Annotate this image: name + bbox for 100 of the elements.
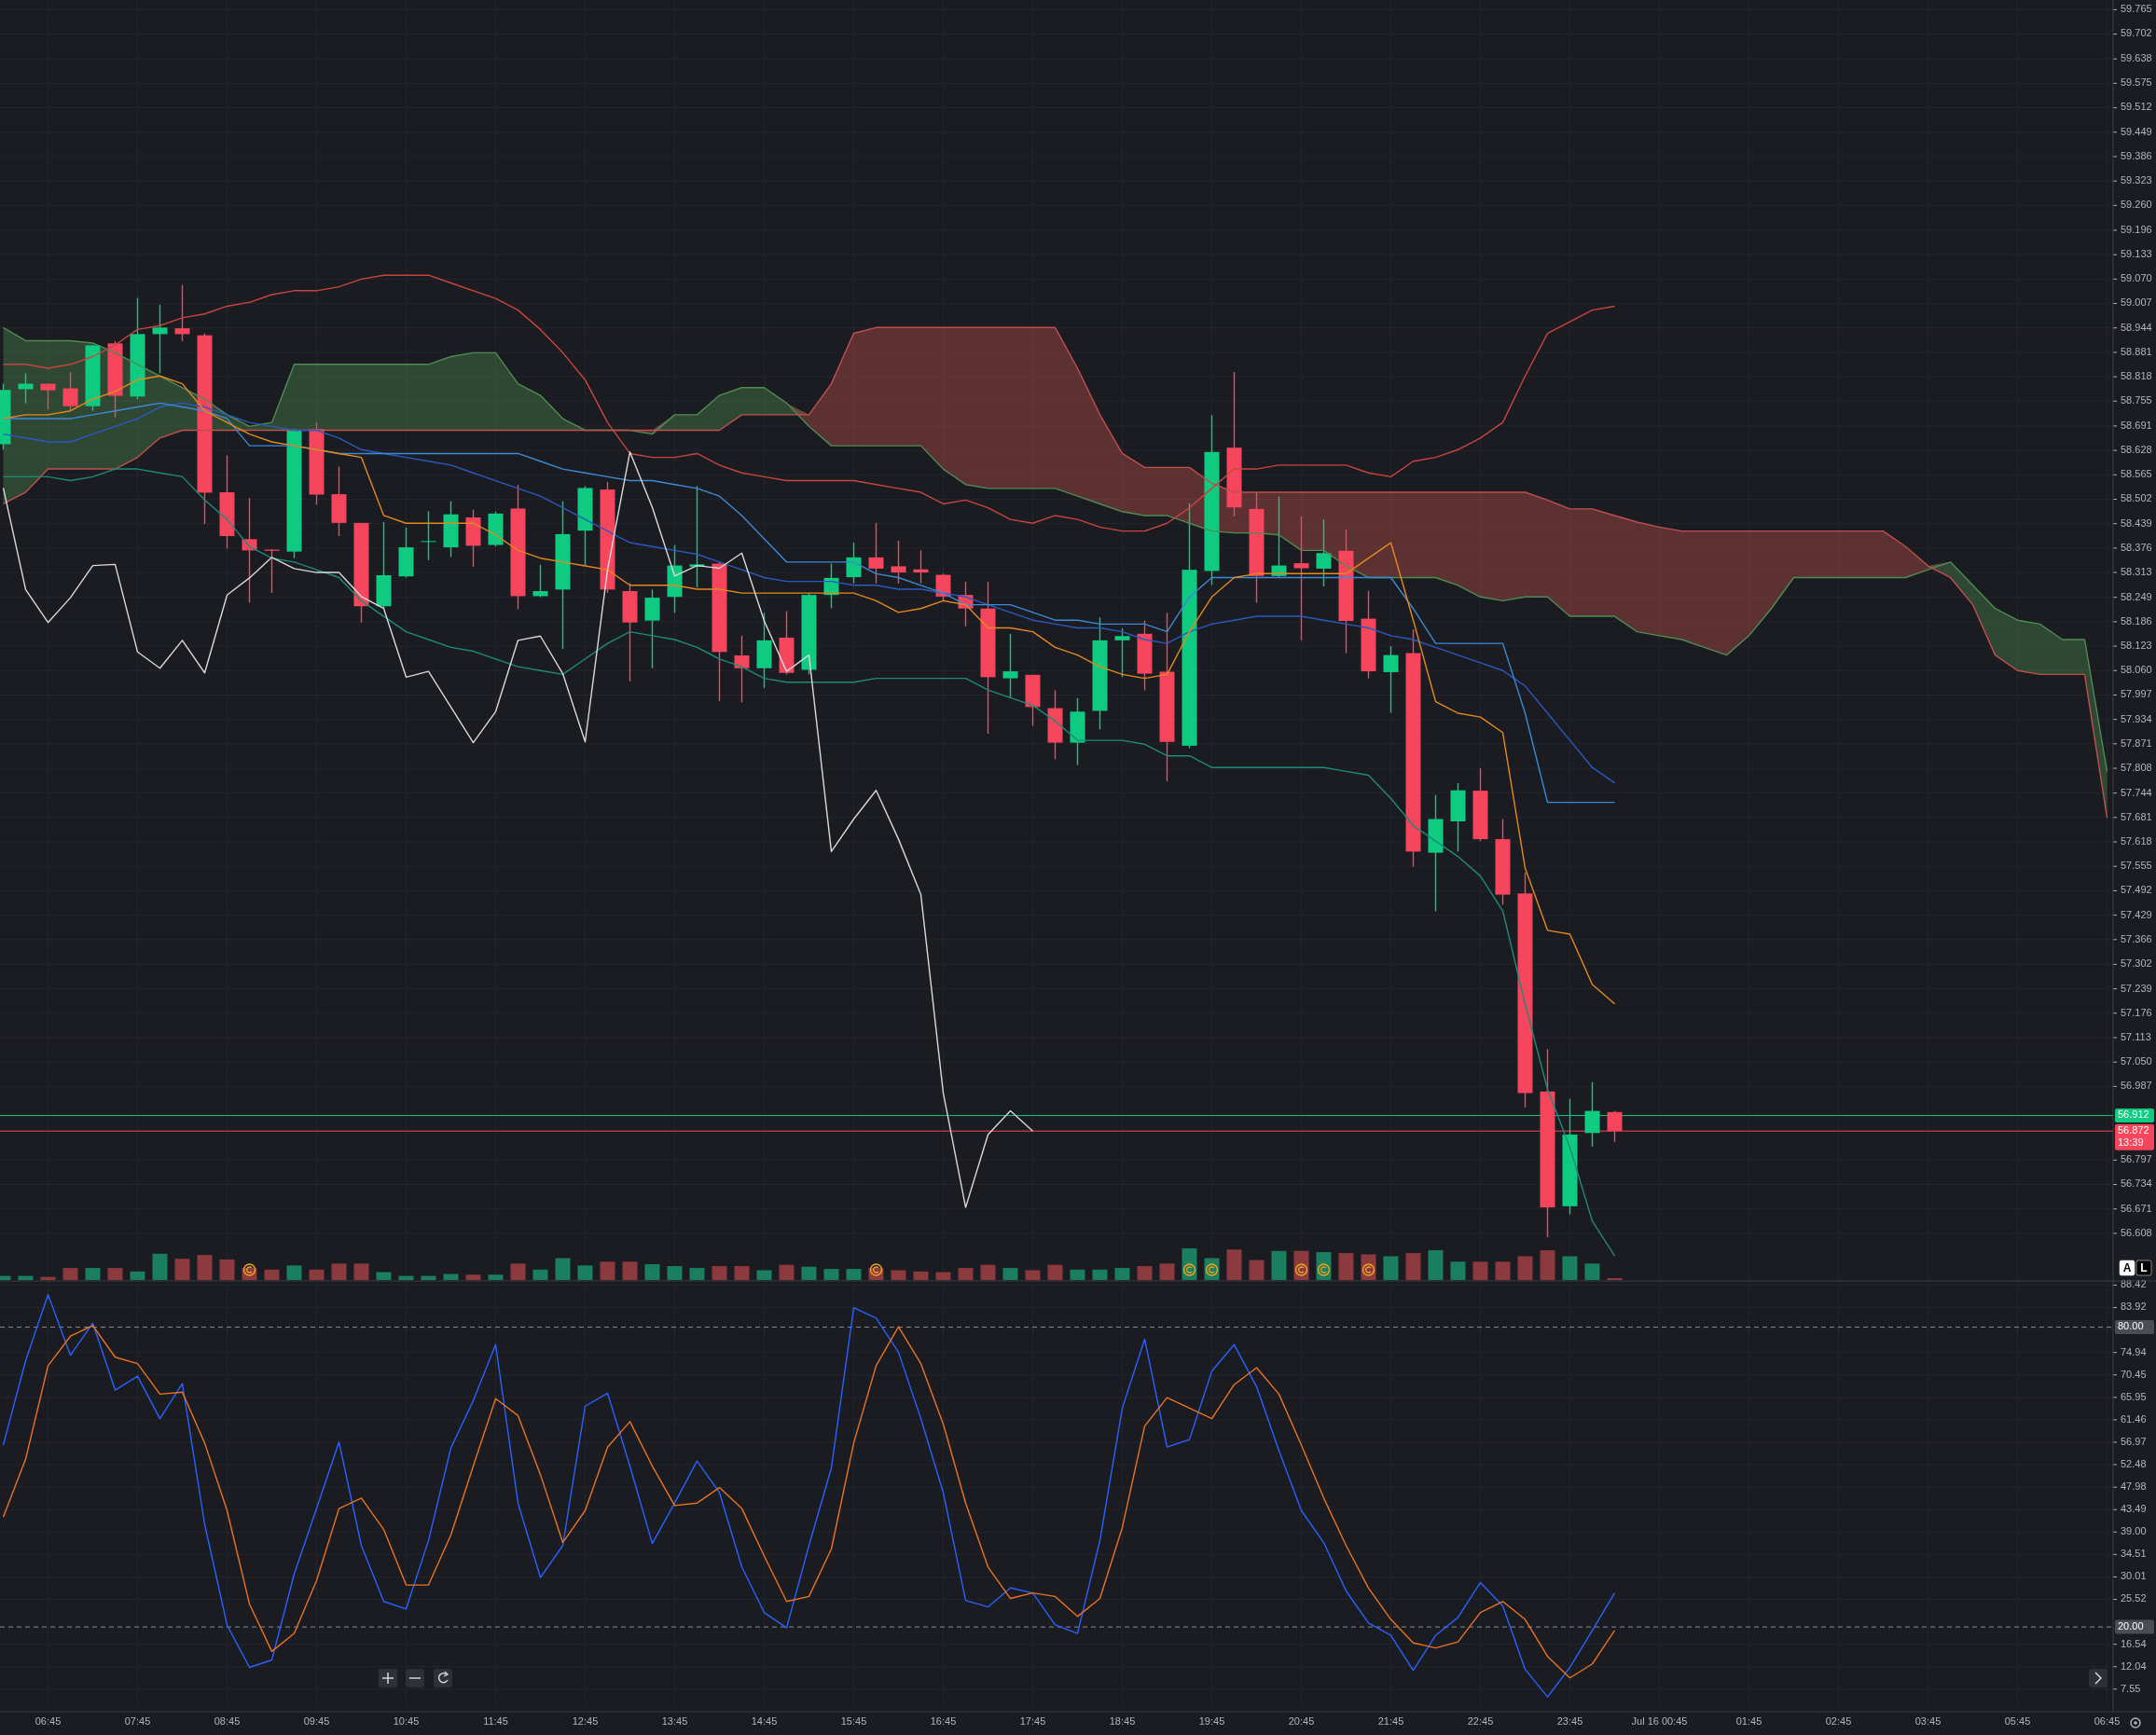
bar	[980, 1264, 996, 1280]
x-tick-label: 06:45	[2094, 1714, 2121, 1727]
bar	[712, 1266, 727, 1280]
ref-line-label: 56.872	[2118, 1124, 2149, 1136]
bar	[1562, 1256, 1578, 1280]
x-tick-label: 16:45	[930, 1714, 957, 1727]
candlestick	[891, 540, 906, 585]
bar	[644, 1264, 660, 1280]
x-tick-label: 20:45	[1288, 1714, 1315, 1727]
bar	[1607, 1277, 1623, 1280]
y-tick-label: 57.302	[2121, 957, 2152, 970]
x-tick-label: 14:45	[751, 1714, 778, 1727]
line-series	[2, 274, 1616, 532]
candlestick	[152, 304, 168, 375]
y-tick-label: 57.366	[2121, 932, 2152, 944]
y-tick-label: 57.176	[2121, 1006, 2152, 1018]
bar	[174, 1259, 190, 1280]
x-tick-label: 07:45	[124, 1714, 151, 1727]
bar	[1002, 1268, 1018, 1280]
ref-line-label: 56.912	[2118, 1108, 2149, 1121]
y-tick-label: 58.502	[2121, 492, 2152, 504]
bar	[421, 1275, 436, 1280]
y-tick-label: 59.007	[2121, 296, 2152, 309]
line-series	[2, 451, 1034, 1208]
y-tick-label: 43.49	[2121, 1503, 2147, 1515]
bar	[1159, 1263, 1175, 1280]
y-tick-label: 59.575	[2121, 76, 2152, 89]
y-tick-label: 57.744	[2121, 786, 2152, 798]
y-tick-label: 57.871	[2121, 737, 2152, 749]
y-tick-label: 58.691	[2121, 419, 2152, 431]
y-tick-label: 25.52	[2121, 1592, 2147, 1604]
bar	[958, 1268, 974, 1280]
x-tick-label: 23:45	[1556, 1714, 1583, 1727]
y-tick-label: 59.260	[2121, 199, 2152, 211]
bar	[1540, 1250, 1555, 1280]
bar	[1450, 1261, 1466, 1280]
bar	[85, 1268, 101, 1280]
bar	[689, 1268, 705, 1280]
y-tick-label: 52.48	[2121, 1457, 2147, 1469]
y-tick-label: 58.123	[2121, 639, 2152, 651]
bar	[1517, 1256, 1533, 1280]
candlestick	[1114, 627, 1130, 679]
y-tick-label: 59.070	[2121, 272, 2152, 284]
y-tick-label: 57.492	[2121, 884, 2152, 896]
y-tick-label: 56.671	[2121, 1202, 2152, 1214]
ref-line-label: 80.00	[2118, 1320, 2144, 1332]
x-tick-label: 11:45	[483, 1714, 508, 1727]
bar	[779, 1264, 795, 1280]
x-tick-label: 22:45	[1467, 1714, 1494, 1727]
y-tick-label: 57.555	[2121, 860, 2152, 872]
x-tick-label: Jul 16 00:45	[1631, 1714, 1688, 1727]
y-tick-label: 58.376	[2121, 541, 2152, 553]
bar	[823, 1269, 839, 1280]
candlestick	[846, 542, 862, 585]
ref-line-label: 20.00	[2118, 1620, 2144, 1632]
bar	[734, 1266, 750, 1280]
bar	[1495, 1261, 1511, 1280]
bar	[18, 1275, 34, 1280]
y-tick-label: 58.881	[2121, 345, 2152, 357]
bar	[1047, 1264, 1063, 1280]
bar	[264, 1269, 280, 1280]
bar	[532, 1269, 548, 1280]
y-tick-label: 56.987	[2121, 1080, 2152, 1092]
text: A	[2122, 1260, 2132, 1274]
y-tick-label: 58.628	[2121, 444, 2152, 456]
y-tick-label: 58.944	[2121, 321, 2152, 333]
bar	[219, 1259, 235, 1280]
y-tick-label: 59.323	[2121, 174, 2152, 186]
y-tick-label: 59.638	[2121, 52, 2152, 64]
candlestick	[734, 635, 750, 704]
y-tick-label: 70.45	[2121, 1368, 2147, 1380]
bar	[555, 1258, 571, 1280]
y-tick-label: 57.934	[2121, 712, 2152, 724]
candlestick	[868, 522, 884, 585]
y-tick-label: 57.113	[2121, 1030, 2151, 1042]
y-tick-label: 88.42	[2121, 1278, 2147, 1290]
bar	[465, 1274, 481, 1280]
y-tick-label: 58.439	[2121, 516, 2152, 529]
y-tick-label: 58.565	[2121, 468, 2152, 480]
y-tick-label: 56.608	[2121, 1226, 2152, 1238]
y-tick-label: 65.95	[2121, 1390, 2147, 1402]
bar	[197, 1255, 213, 1280]
candlestick	[174, 283, 190, 342]
y-tick-label: 58.755	[2121, 394, 2152, 406]
bar	[935, 1272, 951, 1280]
bar	[398, 1275, 414, 1280]
y-tick-label: 59.196	[2121, 223, 2152, 235]
bar	[443, 1274, 459, 1280]
y-tick-label: 58.818	[2121, 370, 2152, 382]
bar	[1584, 1263, 1600, 1280]
bar	[376, 1272, 392, 1280]
y-tick-label: 56.797	[2121, 1153, 2152, 1165]
x-tick-label: 08:45	[214, 1714, 241, 1727]
y-tick-label: 47.98	[2121, 1480, 2147, 1493]
y-tick-label: 57.239	[2121, 982, 2152, 994]
text: L	[2140, 1260, 2148, 1274]
bar	[1428, 1250, 1444, 1280]
y-tick-label: 59.765	[2121, 3, 2152, 15]
line-series	[2, 375, 1616, 1005]
candlestick	[1002, 633, 1018, 699]
